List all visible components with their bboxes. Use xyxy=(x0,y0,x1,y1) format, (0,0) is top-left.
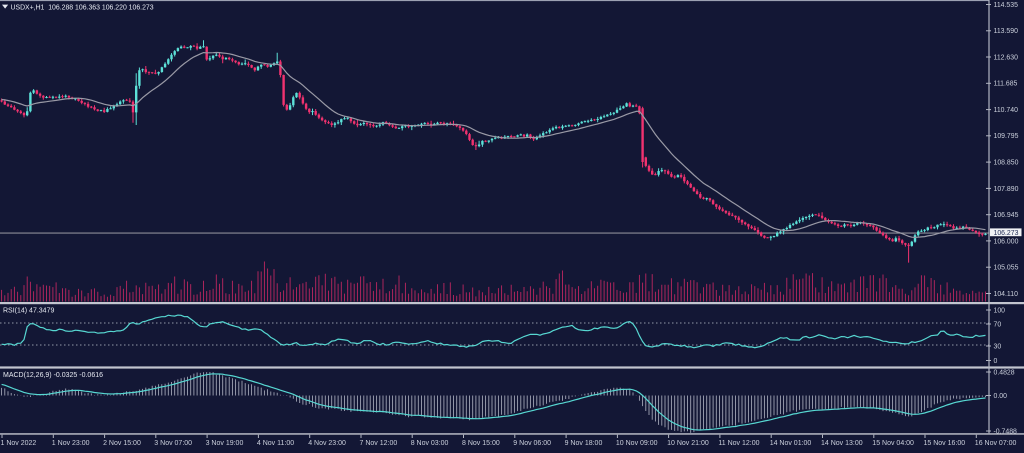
svg-text:0.4828: 0.4828 xyxy=(994,369,1015,376)
svg-text:114.535: 114.535 xyxy=(994,2,1019,9)
svg-text:30: 30 xyxy=(994,343,1002,350)
svg-text:110.740: 110.740 xyxy=(994,107,1019,114)
svg-text:15 Nov 16:00: 15 Nov 16:00 xyxy=(924,440,966,447)
svg-text:111.685: 111.685 xyxy=(994,81,1018,88)
svg-text:105.055: 105.055 xyxy=(994,265,1019,272)
svg-text:100: 100 xyxy=(994,307,1006,314)
svg-text:70: 70 xyxy=(994,321,1002,328)
svg-text:0: 0 xyxy=(994,358,998,365)
svg-text:10 Nov 21:00: 10 Nov 21:00 xyxy=(667,440,709,447)
svg-text:3 Nov 07:00: 3 Nov 07:00 xyxy=(154,440,192,447)
svg-text:106.945: 106.945 xyxy=(994,212,1019,219)
svg-text:113.590: 113.590 xyxy=(994,28,1019,35)
svg-text:2 Nov 15:00: 2 Nov 15:00 xyxy=(103,440,141,447)
svg-text:109.795: 109.795 xyxy=(994,133,1019,140)
svg-text:-0.7488: -0.7488 xyxy=(994,428,1018,435)
svg-text:4 Nov 11:00: 4 Nov 11:00 xyxy=(257,440,294,447)
svg-text:14 Nov 01:00: 14 Nov 01:00 xyxy=(770,440,812,447)
svg-text:RSI(14) 47.3479: RSI(14) 47.3479 xyxy=(3,307,54,314)
svg-text:3 Nov 19:00: 3 Nov 19:00 xyxy=(206,440,244,447)
svg-text:MACD(12,26,9) -0.0325 -0.0616: MACD(12,26,9) -0.0325 -0.0616 xyxy=(3,372,103,379)
svg-text:9 Nov 06:00: 9 Nov 06:00 xyxy=(513,440,551,447)
svg-text:112.630: 112.630 xyxy=(994,54,1019,61)
svg-text:1 Nov 2022: 1 Nov 2022 xyxy=(1,440,37,447)
svg-text:15 Nov 04:00: 15 Nov 04:00 xyxy=(872,440,914,447)
svg-text:106.000: 106.000 xyxy=(994,238,1019,245)
svg-text:1 Nov 23:00: 1 Nov 23:00 xyxy=(52,440,90,447)
svg-text:4 Nov 23:00: 4 Nov 23:00 xyxy=(308,440,346,447)
svg-text:9 Nov 18:00: 9 Nov 18:00 xyxy=(565,440,603,447)
svg-text:11 Nov 12:00: 11 Nov 12:00 xyxy=(718,440,759,447)
svg-text:108.850: 108.850 xyxy=(994,160,1019,167)
svg-text:16 Nov 07:00: 16 Nov 07:00 xyxy=(975,440,1017,447)
svg-text:106.273: 106.273 xyxy=(994,230,1019,237)
svg-text:8 Nov 03:00: 8 Nov 03:00 xyxy=(411,440,449,447)
svg-text:8 Nov 15:00: 8 Nov 15:00 xyxy=(462,440,500,447)
svg-text:10 Nov 09:00: 10 Nov 09:00 xyxy=(616,440,658,447)
svg-text:USDX+,H1 106.288 106.363 106.: USDX+,H1 106.288 106.363 106.220 106.273 xyxy=(11,4,154,11)
svg-text:0.00: 0.00 xyxy=(994,393,1008,400)
svg-text:7 Nov 12:00: 7 Nov 12:00 xyxy=(360,440,398,447)
svg-text:107.890: 107.890 xyxy=(994,186,1019,193)
svg-text:14 Nov 13:00: 14 Nov 13:00 xyxy=(821,440,863,447)
svg-text:104.110: 104.110 xyxy=(994,291,1019,298)
